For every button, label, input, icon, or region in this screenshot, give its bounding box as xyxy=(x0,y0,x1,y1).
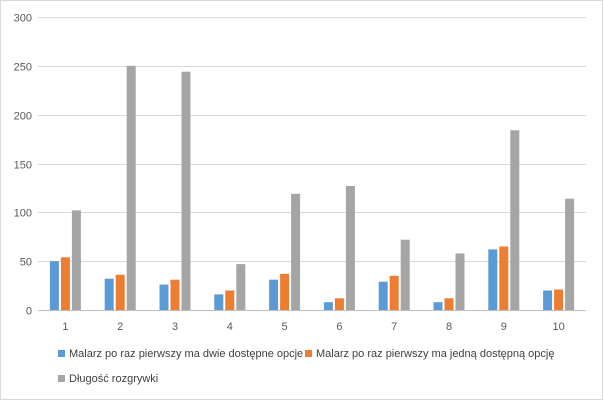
y-tick-label: 200 xyxy=(14,111,32,123)
bar-series-2-category-1 xyxy=(60,257,70,310)
bar-series-1-category-3 xyxy=(159,284,169,310)
x-tick-label: 5 xyxy=(282,321,288,333)
bar-series-2-category-4 xyxy=(225,290,235,310)
bar-series-3-category-3 xyxy=(181,71,191,310)
y-tick-label: 50 xyxy=(20,257,32,269)
y-axis-ticks: 0 50 100 150 200 250 300 xyxy=(14,13,32,318)
y-tick-label: 150 xyxy=(14,160,32,172)
x-tick-label: 2 xyxy=(117,321,123,333)
x-tick-label: 1 xyxy=(62,321,68,333)
legend: Malarz po raz pierwszy ma dwie dostępne … xyxy=(58,348,554,385)
bar-series-3-category-8 xyxy=(455,253,465,310)
legend-label-3: Długość rozgrywki xyxy=(69,373,158,385)
bar-series-2-category-3 xyxy=(170,279,180,310)
bar-series-1-category-2 xyxy=(104,278,114,310)
bar-series-1-category-8 xyxy=(433,302,443,310)
bar-series-1-category-10 xyxy=(543,290,553,310)
x-tick-label: 7 xyxy=(391,321,397,333)
bar-series-3-category-4 xyxy=(236,264,246,310)
bar-series-1-category-4 xyxy=(214,294,224,310)
y-tick-label: 300 xyxy=(14,13,32,25)
bar-series-3-category-6 xyxy=(345,186,355,310)
x-tick-label: 10 xyxy=(552,321,564,333)
legend-label-2: Malarz po raz pierwszy ma jedną dostępną… xyxy=(316,348,554,360)
legend-swatch-1 xyxy=(58,350,65,357)
legend-label-1: Malarz po raz pierwszy ma dwie dostępne … xyxy=(69,348,303,360)
x-tick-label: 3 xyxy=(172,321,178,333)
legend-swatch-2 xyxy=(305,350,312,357)
bar-series-1-category-5 xyxy=(269,279,279,310)
x-tick-label: 9 xyxy=(501,321,507,333)
x-tick-label: 4 xyxy=(227,321,233,333)
y-tick-label: 0 xyxy=(26,306,32,318)
bar-series-1-category-9 xyxy=(488,249,498,310)
bar-series-2-category-9 xyxy=(499,246,509,310)
bar-series-3-category-7 xyxy=(400,239,410,310)
bar-series-2-category-5 xyxy=(280,273,290,310)
x-tick-label: 6 xyxy=(336,321,342,333)
legend-swatch-3 xyxy=(58,375,65,382)
bars xyxy=(49,65,575,310)
bar-series-2-category-2 xyxy=(115,274,125,310)
bar-series-2-category-6 xyxy=(334,298,344,310)
bar-series-3-category-1 xyxy=(71,210,81,310)
bar-series-3-category-9 xyxy=(510,130,520,310)
bar-series-1-category-1 xyxy=(49,261,59,310)
bar-series-1-category-6 xyxy=(323,302,333,310)
bar-series-3-category-2 xyxy=(126,65,136,310)
bar-series-2-category-7 xyxy=(389,275,399,310)
bar-series-1-category-7 xyxy=(378,281,388,310)
bar-series-3-category-5 xyxy=(291,193,301,310)
bar-series-2-category-10 xyxy=(554,289,564,310)
y-tick-label: 250 xyxy=(14,62,32,74)
x-axis-ticks: 1 2 3 4 5 6 7 8 9 10 xyxy=(62,321,564,333)
bar-series-2-category-8 xyxy=(444,298,454,310)
y-tick-label: 100 xyxy=(14,208,32,220)
x-tick-label: 8 xyxy=(446,321,452,333)
bar-series-3-category-10 xyxy=(565,198,575,310)
